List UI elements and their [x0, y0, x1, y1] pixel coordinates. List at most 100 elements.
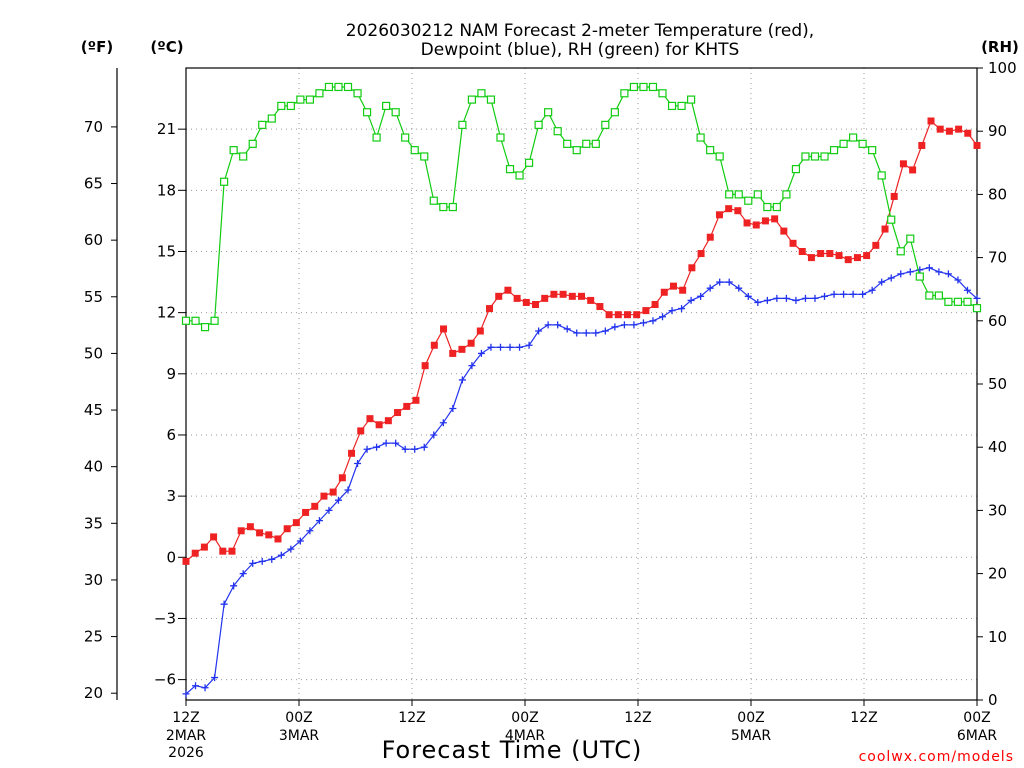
rh-point [753, 190, 762, 199]
celsius-tick-label: 3 [166, 487, 176, 505]
celsius-tick-label: 15 [157, 242, 176, 260]
dewpoint-line [185, 267, 978, 695]
rh-point [353, 89, 362, 98]
axis-ticks: −6 −3 0 3 6 9 12 15 18 21 20 25 30 35 40 45 50 55 60 65 70 0 1… [84, 59, 1017, 761]
temperature-point [973, 141, 981, 149]
x-tick-date-label: 3MAR [279, 728, 320, 744]
rh-tick-label: 0 [988, 691, 998, 709]
temperature-point [522, 298, 530, 306]
rh-point [505, 165, 515, 174]
temperature-point [458, 345, 466, 353]
x-tick-time-label: 00Z [511, 710, 538, 726]
dewpoint-point [334, 496, 342, 504]
rh-point [420, 152, 429, 161]
rh-point [601, 120, 610, 129]
temperature-point [715, 211, 723, 219]
dewpoint-point [487, 343, 495, 351]
temperature-point [798, 247, 806, 255]
series-rh [181, 82, 982, 332]
temperature-point [394, 409, 402, 417]
dewpoint-point [697, 292, 705, 300]
dewpoint-point [897, 270, 905, 278]
credit-text[interactable]: coolwx.com/models [859, 749, 1014, 765]
temperature-point [807, 254, 815, 262]
temperature-point [486, 305, 494, 313]
temperature-point [320, 492, 328, 500]
temperature-point [292, 519, 300, 527]
dewpoint-point [744, 292, 752, 300]
rh-point [963, 297, 972, 306]
dewpoint-point [211, 674, 219, 682]
fahrenheit-unit-label: (ºF) [81, 38, 113, 56]
rh-point [467, 95, 477, 104]
temperature-point [237, 527, 245, 535]
rh-tick-label: 70 [988, 249, 1007, 267]
plot-frame [185, 67, 978, 701]
temperature-point [918, 141, 926, 149]
temperature-point [421, 362, 429, 370]
dewpoint-point [306, 527, 314, 535]
rh-point [658, 89, 667, 98]
rh-point [401, 133, 410, 142]
fahrenheit-tick-label: 40 [84, 458, 103, 476]
temperature-point [945, 127, 953, 135]
temperature-point [688, 264, 696, 272]
fahrenheit-tick-label: 30 [84, 571, 103, 589]
dewpoint-point [287, 545, 295, 553]
fahrenheit-tick-label: 45 [84, 401, 103, 419]
dewpoint-point [801, 294, 809, 302]
rh-point [906, 234, 915, 243]
celsius-tick-label: 18 [157, 181, 176, 199]
temperature-point [210, 533, 218, 541]
x-tick-time-label: 00Z [963, 710, 990, 726]
temperature-point [440, 325, 448, 333]
dewpoint-point [563, 325, 571, 333]
rh-point [877, 171, 886, 180]
fahrenheit-tick-label: 55 [84, 288, 103, 306]
rh-point [210, 316, 219, 325]
fahrenheit-tick-label: 25 [84, 628, 103, 646]
dewpoint-point [373, 443, 381, 451]
rh-point [267, 114, 276, 123]
rh-point [972, 304, 982, 313]
dewpoint-point [525, 341, 533, 349]
celsius-unit-label: (ºC) [150, 38, 183, 56]
rh-point [772, 202, 781, 212]
temperature-point [596, 303, 604, 311]
dewpoint-point [601, 327, 609, 335]
dewpoint-point [430, 431, 438, 439]
celsius-tick-label: 12 [157, 304, 176, 322]
temperature-point [881, 225, 889, 233]
dewpoint-point [821, 292, 829, 300]
fahrenheit-tick-label: 70 [84, 118, 103, 136]
rh-point [524, 158, 534, 167]
dewpoint-point [659, 313, 667, 321]
x-tick-time-label: 00Z [285, 710, 312, 726]
rh-point [734, 190, 743, 199]
fahrenheit-tick-label: 60 [84, 231, 103, 249]
temperature-point [936, 125, 944, 133]
temperature-point [384, 417, 392, 425]
dewpoint-point [611, 323, 619, 331]
dewpoint-point [935, 268, 943, 276]
rh-point [305, 95, 314, 104]
temperature-point [228, 547, 236, 555]
temperature-point [817, 250, 825, 258]
temperature-point [587, 296, 595, 304]
rh-point [277, 101, 286, 111]
temperature-point [706, 233, 714, 241]
dewpoint-point [906, 268, 914, 276]
rh-point [839, 139, 848, 148]
dewpoint-point [782, 294, 790, 302]
rh-point [258, 120, 267, 129]
rh-point [629, 82, 639, 92]
dewpoint-point [973, 294, 981, 302]
temperature-point [559, 290, 567, 298]
x-tick-time-label: 12Z [850, 710, 877, 726]
rh-point [563, 139, 572, 148]
dewpoint-point [573, 329, 581, 337]
dewpoint-point [849, 290, 857, 298]
temperature-point [578, 292, 585, 300]
rh-point [620, 89, 629, 98]
